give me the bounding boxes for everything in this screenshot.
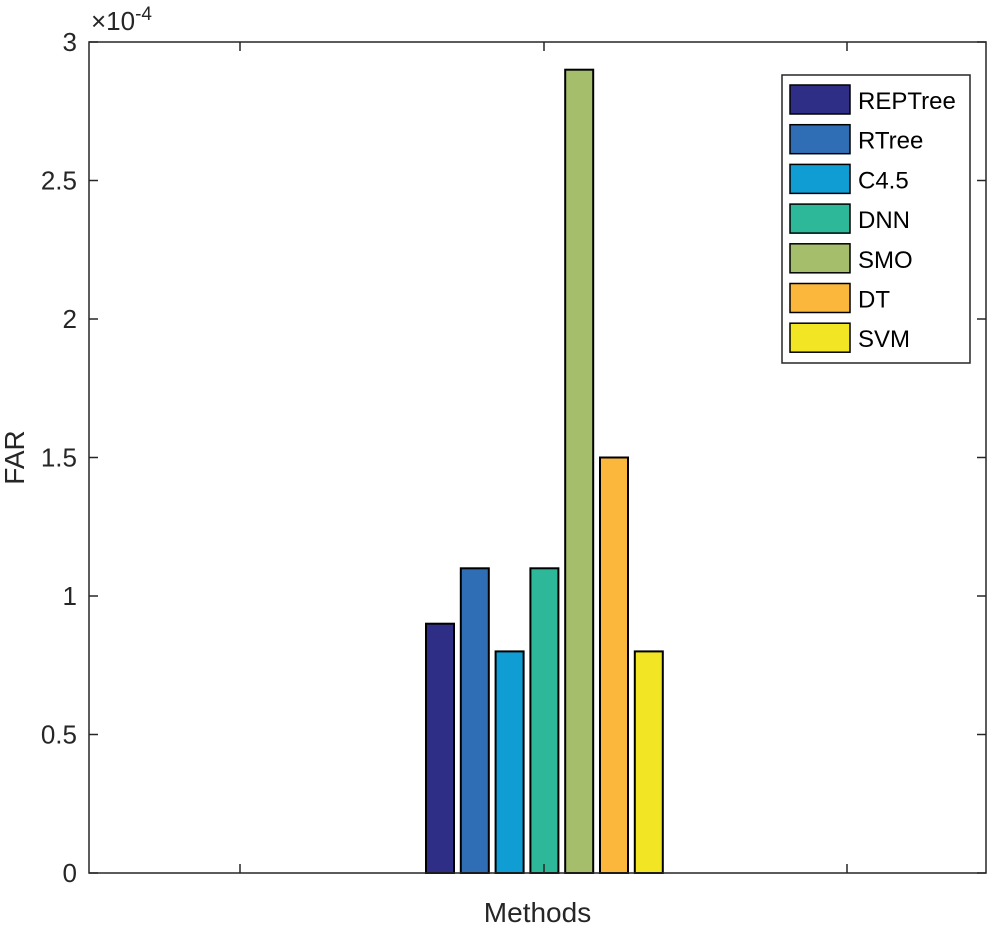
bar-reptree (425, 622, 455, 875)
x-axis-label: Methods (484, 897, 591, 926)
legend-swatch-rtree (789, 123, 851, 155)
legend-swatch-svm (789, 322, 851, 353)
y-exponent-base: ×10 (91, 6, 135, 36)
legend-label-dt: DT (858, 287, 890, 314)
legend-swatch-dnn (789, 203, 851, 234)
axes-group: 0 0.5 1 1.5 2 2.5 3 (41, 27, 987, 888)
legend-swatch-c4-5 (789, 163, 851, 195)
y-tick-label: 1 (63, 581, 77, 611)
y-tick-label: 2 (63, 304, 77, 334)
y-axis-label: FAR (0, 430, 30, 484)
bar-rtree (459, 567, 490, 874)
legend-label-reptree: REPTree (858, 88, 956, 115)
y-exponent-label: ×10-4 (91, 4, 152, 36)
bar-dt (599, 456, 629, 874)
y-tick-label: 2.5 (41, 166, 77, 196)
y-exponent-power: -4 (135, 4, 152, 25)
bar-smo (564, 68, 595, 874)
legend-label-dnn: DNN (858, 207, 910, 234)
y-tick-label: 0.5 (41, 720, 77, 750)
legend: REPTree RTree C4.5 DNN SMO DT SVM (781, 74, 971, 364)
legend-label-c4-5: C4.5 (858, 167, 909, 194)
legend-label-smo: SMO (858, 247, 913, 274)
y-tick-label: 0 (63, 858, 77, 888)
bar-dnn (529, 567, 560, 874)
bars-group (425, 68, 664, 875)
y-tick-label: 1.5 (41, 443, 77, 473)
bar-c4-5 (494, 650, 525, 875)
bar-svm (633, 650, 664, 875)
y-tick-label: 3 (63, 27, 77, 57)
legend-swatch-reptree (789, 84, 851, 115)
legend-swatch-dt (789, 282, 851, 314)
legend-label-rtree: RTree (858, 128, 923, 155)
legend-label-svm: SVM (858, 326, 910, 353)
legend-swatch-smo (789, 243, 851, 274)
